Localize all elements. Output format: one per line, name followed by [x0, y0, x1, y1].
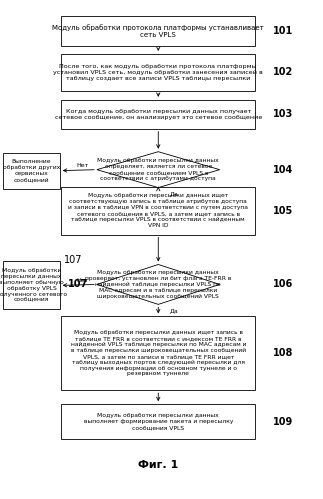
Text: 107: 107	[68, 279, 88, 289]
Text: 109: 109	[273, 417, 293, 427]
Text: 104: 104	[273, 165, 293, 175]
Text: Модуль обработки протокола платформы устанавливает
сеть VPLS: Модуль обработки протокола платформы уст…	[52, 24, 264, 38]
Text: Модуль обработки пересылки данных
выполняет формирование пакета и пересылку
сооб: Модуль обработки пересылки данных выполн…	[84, 413, 233, 430]
Text: Нет: Нет	[76, 163, 89, 168]
Text: Модуль обработки пересылки данных ищет запись в
таблице TE FRR в соответствии с : Модуль обработки пересылки данных ищет з…	[70, 330, 246, 376]
Text: Когда модуль обработки пересылки данных получает
сетевое сообщение, он анализиру: Когда модуль обработки пересылки данных …	[55, 109, 262, 120]
Polygon shape	[97, 152, 220, 188]
Text: 108: 108	[273, 348, 293, 358]
FancyBboxPatch shape	[61, 404, 255, 439]
FancyBboxPatch shape	[3, 261, 60, 309]
FancyBboxPatch shape	[61, 54, 255, 91]
FancyBboxPatch shape	[61, 100, 255, 129]
Text: 101: 101	[273, 26, 293, 36]
Text: Выполнение
обработки других
сервисных
сообщений: Выполнение обработки других сервисных со…	[3, 160, 60, 182]
Text: Модуль обработки пересылки данных ищет
соответствующую запись в таблице атрибуто: Модуль обработки пересылки данных ищет с…	[68, 194, 248, 228]
FancyBboxPatch shape	[61, 187, 255, 235]
Text: 106: 106	[273, 279, 293, 289]
Text: 107: 107	[64, 255, 82, 265]
Text: Модуль обработки пересылки данных
проверяет, установлен ли бит флага TE-FRR в
на: Модуль обработки пересылки данных провер…	[85, 270, 232, 299]
Text: После того, как модуль обработки протокола платформы
установил VPLS сеть, модуль: После того, как модуль обработки протоко…	[53, 64, 263, 81]
Text: Да: Да	[170, 308, 178, 313]
Text: 103: 103	[273, 109, 293, 119]
Text: Модуль обработки пересылки данных
определяет, является ли сетевое
сообщение сооб: Модуль обработки пересылки данных опреде…	[98, 159, 219, 181]
Text: 102: 102	[273, 67, 293, 77]
FancyBboxPatch shape	[61, 16, 255, 46]
FancyBboxPatch shape	[61, 316, 255, 390]
Text: Нет: Нет	[76, 278, 89, 283]
Text: Модуль обработки
пересылки данных
выполняет обычную
обработку VPLS
полученного с: Модуль обработки пересылки данных выполн…	[0, 268, 67, 302]
Text: Да: Да	[170, 191, 178, 196]
FancyBboxPatch shape	[3, 153, 60, 189]
Text: 105: 105	[273, 206, 293, 216]
Text: Фиг. 1: Фиг. 1	[138, 460, 178, 470]
Polygon shape	[97, 264, 220, 304]
